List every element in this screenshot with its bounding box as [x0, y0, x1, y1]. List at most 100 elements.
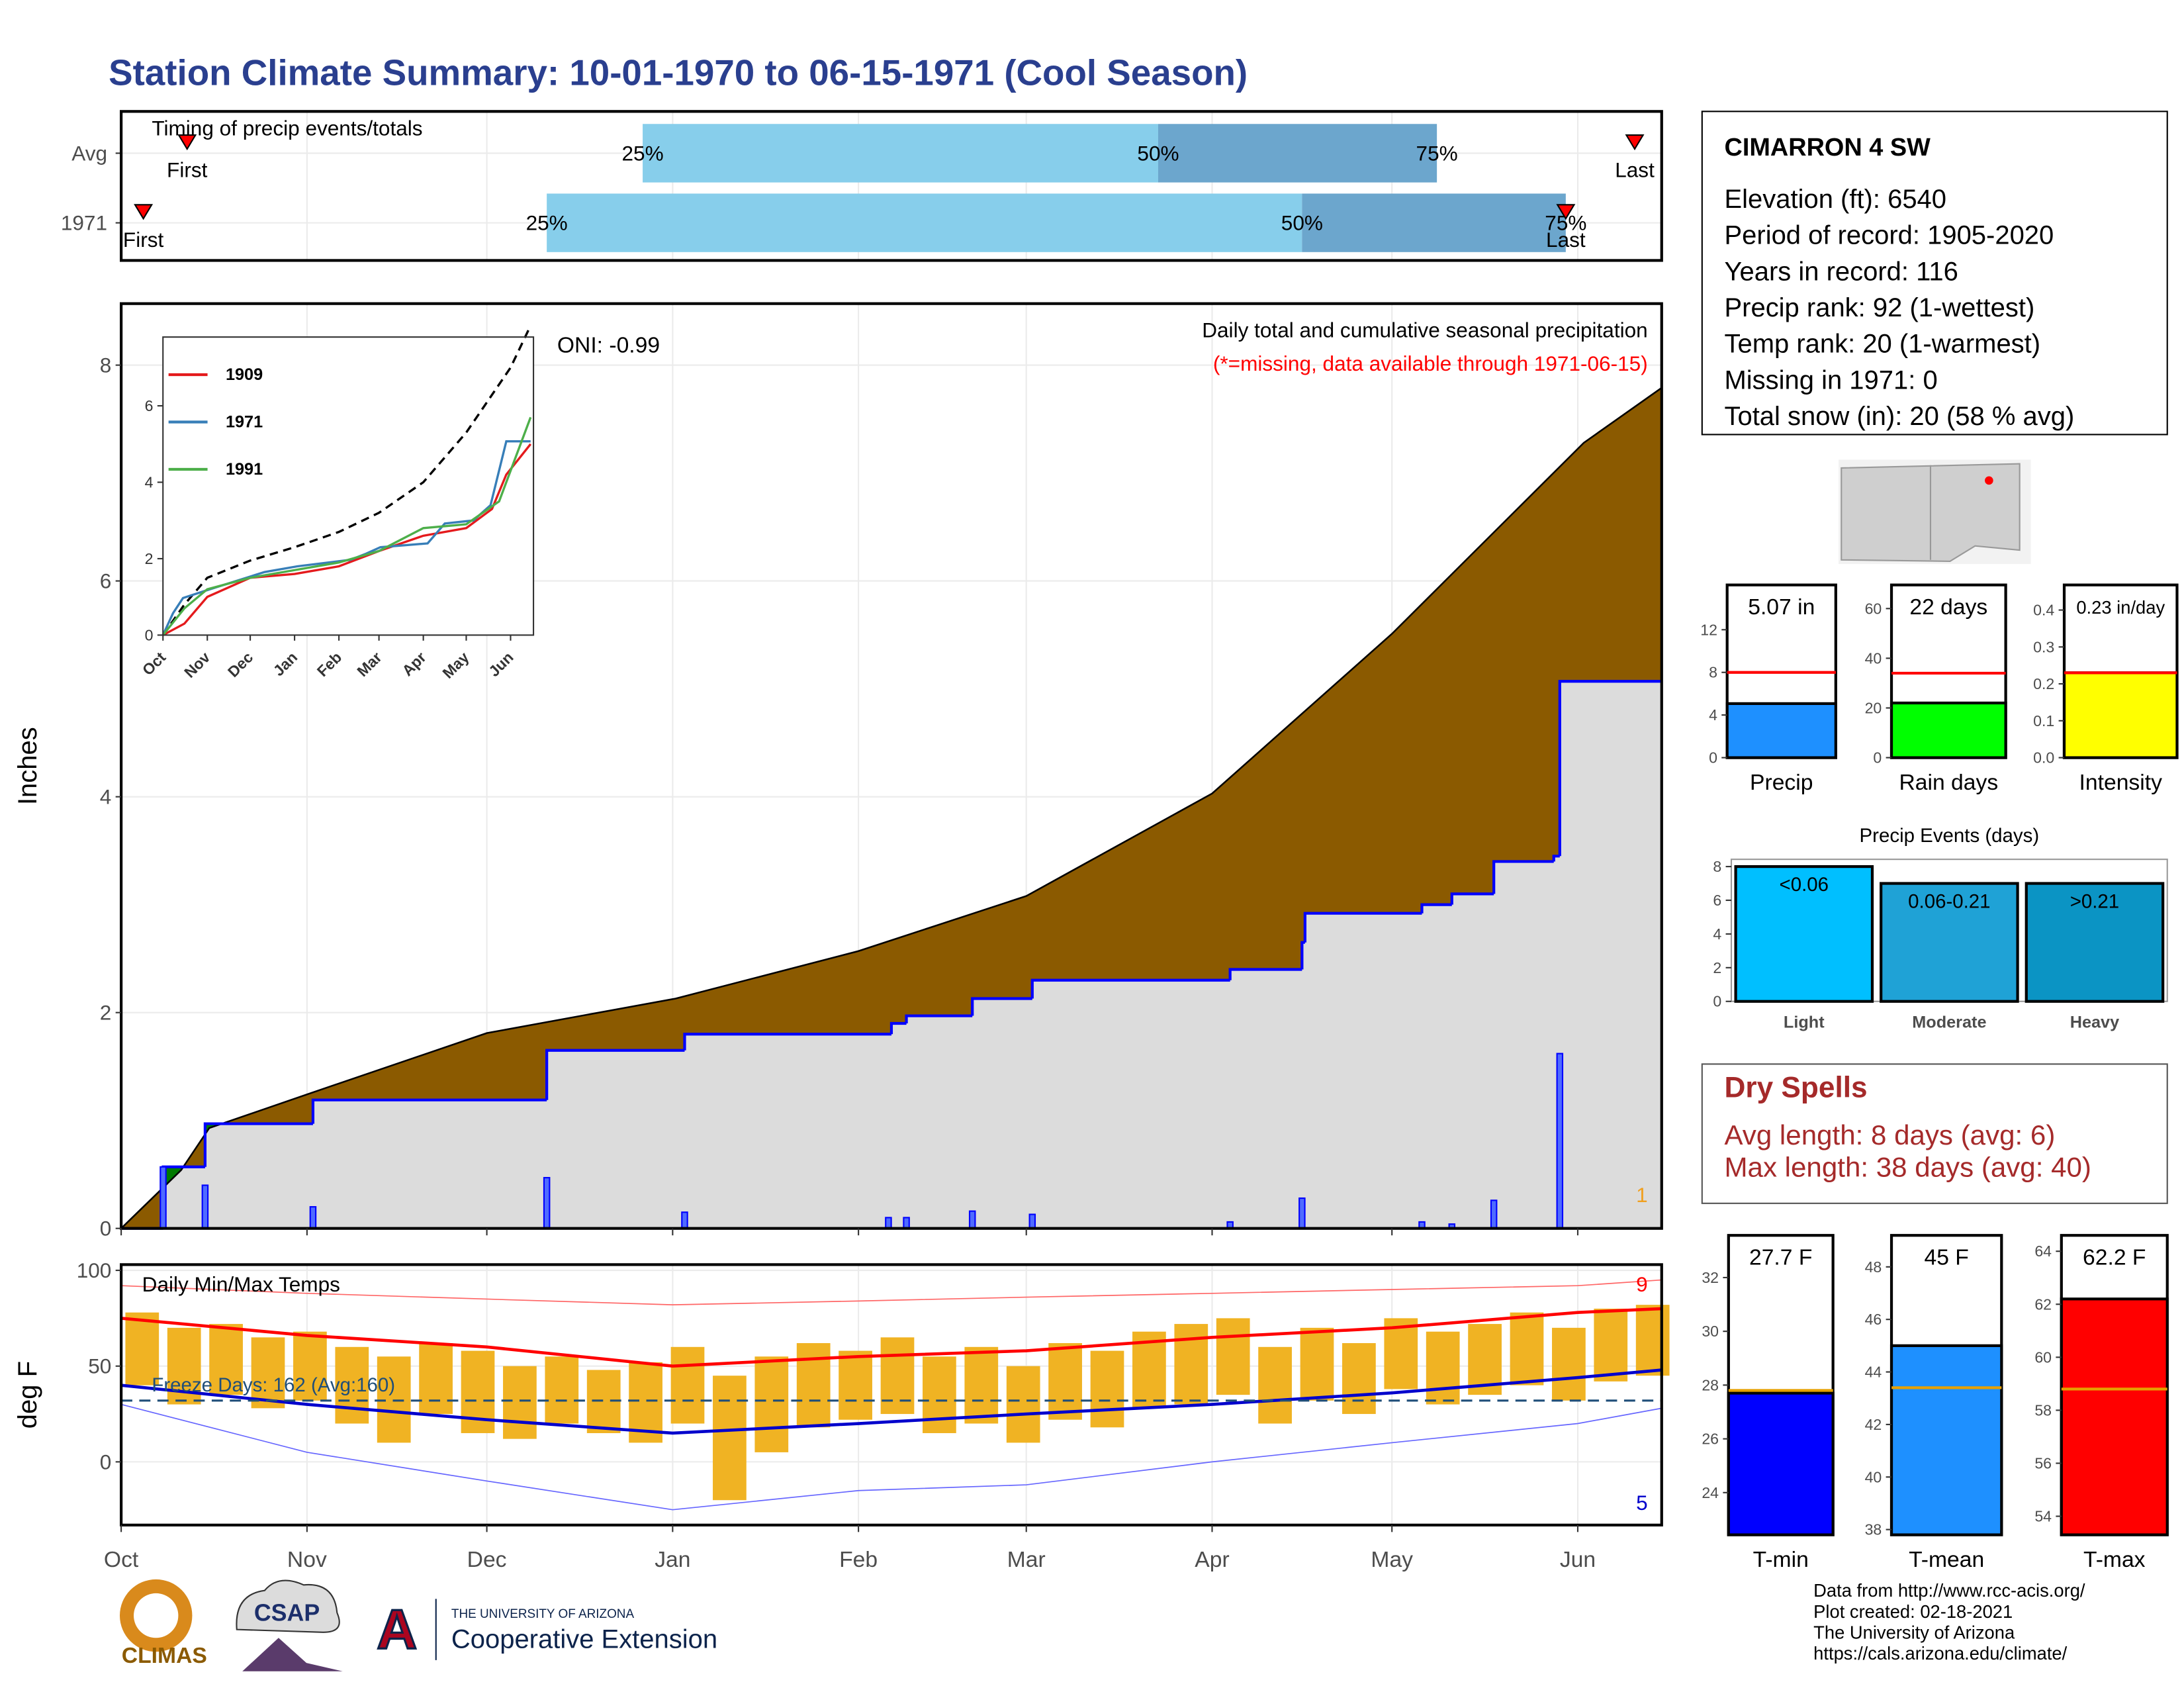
- category-label: Light: [1784, 1013, 1825, 1031]
- station-box: [1701, 111, 2168, 436]
- y-tick-label: 4: [1709, 706, 1717, 724]
- logo-text: CLIMAS: [122, 1644, 207, 1668]
- event-marker: [134, 204, 154, 220]
- avg-max-line: [120, 1307, 1662, 1368]
- value-label: 45 F: [1924, 1245, 1968, 1270]
- temp-range-bar: [1132, 1331, 1166, 1409]
- y-tick-label: 24: [1702, 1484, 1719, 1501]
- category-label: Moderate: [1912, 1013, 1986, 1031]
- y-tick-label: 4: [100, 785, 112, 809]
- temp-range-bar: [964, 1346, 999, 1424]
- y-tick-label: Avg: [71, 141, 107, 165]
- quartile-bar: [1302, 193, 1566, 252]
- temp-range-bar: [1342, 1343, 1376, 1415]
- temp-range-bar: [251, 1337, 285, 1409]
- temp-range-bar: [713, 1376, 747, 1501]
- series-line: [162, 443, 532, 636]
- y-tick-label: 40: [1865, 1468, 1882, 1485]
- average-line: [161, 325, 532, 636]
- station-line: Years in record: 116: [1724, 257, 1958, 286]
- y-tick-label: 64: [2034, 1243, 2052, 1260]
- dry-spells-line: Avg length: 8 days (avg: 6): [1724, 1119, 2055, 1150]
- daily-bar: [1028, 1213, 1036, 1229]
- plot-border: [119, 302, 1663, 1230]
- quartile-label: 50%: [1137, 141, 1179, 165]
- cumulative-step: [1303, 912, 1422, 943]
- bar: [1889, 1344, 2003, 1536]
- logo-text: Cooperative Extension: [451, 1624, 717, 1654]
- station-line: Elevation (ft): 6540: [1724, 185, 1946, 214]
- value-label: 22 days: [1909, 595, 1987, 620]
- y-tick-label: 0: [145, 626, 154, 643]
- station-line: Temp rank: 20 (1-warmest): [1724, 330, 2040, 359]
- locator-map: [1839, 459, 2031, 565]
- series-line: [161, 416, 532, 636]
- credit-line: https://cals.arizona.edu/climate/: [1813, 1643, 2067, 1664]
- credits: Data from http://www.rcc-acis.org/ Plot …: [1813, 1580, 2085, 1664]
- bar: [2025, 882, 2165, 1003]
- temp-range-bar: [839, 1350, 872, 1420]
- y-tick-label: 1971: [61, 211, 107, 235]
- temp-range-bar: [923, 1356, 956, 1433]
- category-label: Intensity: [2079, 771, 2163, 795]
- dry-spells-title: Dry Spells: [1724, 1072, 1867, 1104]
- logos: CLIMAS CSAP A THE UNIVERSITY OF ARIZONA …: [119, 1579, 717, 1671]
- y-tick-label: 8: [1713, 858, 1721, 875]
- dry-spells-box: [1701, 1063, 2168, 1204]
- panel-title: Daily Min/Max Temps: [142, 1272, 340, 1296]
- quartile-label: 50%: [1281, 211, 1323, 235]
- legend-label: 1909: [226, 365, 263, 384]
- bin-label: 0.06-0.21: [1908, 890, 1990, 912]
- y-tick-label: 4: [1713, 925, 1721, 943]
- station-line: Total snow (in): 20 (58 % avg): [1724, 402, 2074, 431]
- y-axis-label: Inches: [13, 727, 42, 805]
- event-label: First: [167, 158, 208, 182]
- count-label: 9: [1636, 1272, 1648, 1296]
- value-label: 27.7 F: [1749, 1245, 1812, 1270]
- cumulative-step: [1450, 892, 1494, 905]
- panel-title: Timing of precip events/totals: [152, 117, 422, 140]
- y-tick-label: 20: [1865, 699, 1882, 716]
- y-tick-label: 50: [88, 1354, 111, 1378]
- category-label: Heavy: [2070, 1013, 2119, 1031]
- daily-bar: [1490, 1199, 1498, 1229]
- temp-range-bar: [1006, 1366, 1040, 1443]
- y-tick-label: 6: [1713, 892, 1721, 909]
- y-tick-label: 48: [1865, 1258, 1882, 1276]
- credit-line: Plot created: 02-18-2021: [1813, 1601, 2013, 1622]
- cumulative-step: [971, 997, 1032, 1016]
- cumulative-step: [905, 1014, 973, 1023]
- y-tick-label: 60: [2034, 1348, 2052, 1366]
- y-tick-label: 8: [100, 353, 112, 377]
- daily-bar: [201, 1184, 209, 1229]
- category-label: T-mean: [1909, 1548, 1984, 1572]
- station-line: Missing in 1971: 0: [1724, 365, 1937, 395]
- page-title: Station Climate Summary: 10-01-1970 to 0…: [109, 52, 1248, 93]
- station-line: Period of record: 1905-2020: [1724, 221, 2054, 250]
- logo-shape: [236, 1579, 340, 1633]
- temp-range-bar: [1635, 1305, 1670, 1376]
- cumulative-step: [203, 1122, 313, 1167]
- y-tick-label: 0.1: [2033, 712, 2054, 729]
- category-label: T-min: [1753, 1548, 1809, 1572]
- daily-bar: [968, 1210, 976, 1229]
- y-tick-label: 8: [1709, 664, 1717, 681]
- temp-range-bar: [1090, 1350, 1124, 1428]
- x-tick-label: Nov: [287, 1548, 327, 1572]
- bin-label: >0.21: [2070, 890, 2120, 912]
- value-label: 62.2 F: [2083, 1245, 2146, 1270]
- event-label: Last: [1546, 228, 1586, 252]
- legend-label: 1991: [226, 460, 263, 479]
- y-tick-label: 2: [145, 550, 154, 567]
- quartile-bar: [547, 193, 1302, 252]
- y-tick-label: 12: [1700, 621, 1717, 638]
- x-tick-label: Jun: [1560, 1548, 1596, 1572]
- season-fill: [121, 681, 1662, 1229]
- credit-line: Data from http://www.rcc-acis.org/: [1813, 1580, 2085, 1601]
- bar: [2062, 671, 2179, 759]
- legend-label: 1971: [226, 413, 263, 432]
- bar: [1734, 865, 1874, 1003]
- y-tick-label: 44: [1865, 1364, 1882, 1381]
- logo-text: THE UNIVERSITY OF ARIZONA: [451, 1607, 635, 1621]
